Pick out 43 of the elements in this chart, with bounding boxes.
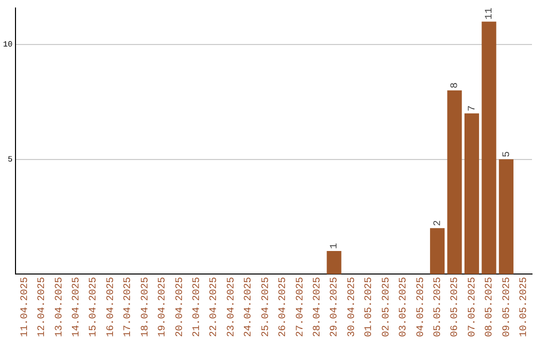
x-tick-label: 14.04.2025 <box>71 276 82 338</box>
x-tick-label: 04.05.2025 <box>416 276 427 338</box>
x-tick-label: 27.04.2025 <box>295 276 306 338</box>
x-tick-label: 16.04.2025 <box>106 276 117 338</box>
x-tick-label: 18.04.2025 <box>140 276 152 338</box>
x-tick-label: 17.04.2025 <box>123 276 134 338</box>
y-tick-label: 10 <box>2 40 13 50</box>
data-label: 8 <box>450 82 462 88</box>
x-tick-label: 19.04.2025 <box>158 276 169 338</box>
x-tick-label: 24.04.2025 <box>244 276 255 338</box>
data-label: 7 <box>467 105 478 112</box>
x-tick-label: 07.05.2025 <box>467 276 478 338</box>
x-tick-label: 21.04.2025 <box>192 276 203 338</box>
x-tick-label: 13.04.2025 <box>54 276 66 338</box>
bar <box>498 159 514 274</box>
x-tick-label: 15.04.2025 <box>88 276 100 338</box>
data-label: 1 <box>330 243 341 250</box>
data-label: 11 <box>484 8 496 20</box>
bar <box>464 113 480 274</box>
x-tick-label: 06.05.2025 <box>450 276 462 338</box>
data-label: 5 <box>502 151 513 158</box>
x-tick-label: 10.05.2025 <box>519 276 530 338</box>
x-tick-label: 26.04.2025 <box>278 276 290 338</box>
bar <box>430 228 445 274</box>
data-label: 2 <box>432 220 444 226</box>
x-tick-label: 12.04.2025 <box>37 276 48 338</box>
x-tick-label: 05.05.2025 <box>432 276 444 338</box>
x-tick-label: 28.04.2025 <box>312 276 324 338</box>
x-tick-label: 01.05.2025 <box>364 276 376 338</box>
x-tick-label: 09.05.2025 <box>502 276 513 338</box>
bar <box>482 22 496 274</box>
x-tick-label: 29.04.2025 <box>330 276 341 338</box>
x-tick-label: 02.05.2025 <box>381 276 392 338</box>
x-tick-label: 11.04.2025 <box>20 276 31 338</box>
x-tick-label: 03.05.2025 <box>398 276 410 338</box>
x-tick-label: 08.05.2025 <box>484 276 496 338</box>
bar <box>447 90 462 274</box>
x-tick-label: 23.04.2025 <box>226 276 238 338</box>
x-tick-label: 22.04.2025 <box>209 276 220 338</box>
bar <box>326 251 342 274</box>
x-tick-label: 25.04.2025 <box>260 276 272 338</box>
x-tick-label: 30.04.2025 <box>346 276 358 338</box>
x-tick-label: 20.04.2025 <box>174 276 186 338</box>
